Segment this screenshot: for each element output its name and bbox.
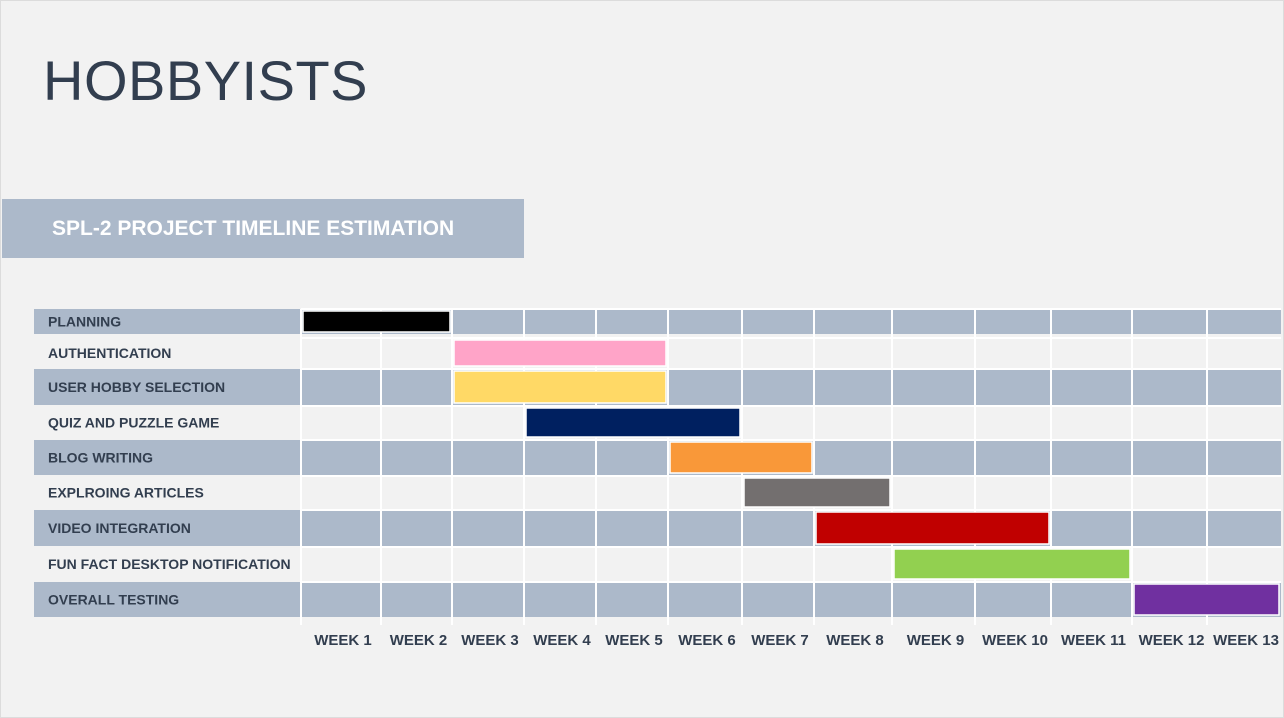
task-bar: [815, 511, 1050, 545]
task-label: FUN FACT DESKTOP NOTIFICATION: [48, 556, 291, 572]
task-label: BLOG WRITING: [48, 450, 153, 466]
week-label: WEEK 2: [390, 632, 448, 649]
week-label: WEEK 8: [826, 632, 884, 649]
week-label: WEEK 6: [678, 632, 736, 649]
week-label: WEEK 12: [1139, 632, 1205, 649]
task-bars: [302, 310, 1280, 616]
week-label: WEEK 7: [751, 632, 809, 649]
task-label: QUIZ AND PUZZLE GAME: [48, 415, 219, 431]
task-row: [34, 309, 1281, 334]
task-bar: [302, 310, 451, 333]
task-labels: PLANNING AUTHENTICATION USER HOBBY SELECTI…: [48, 314, 291, 608]
task-label: VIDEO INTEGRATION: [48, 520, 191, 536]
task-row: [34, 582, 1281, 617]
page-title: HOBBYISTS: [43, 49, 369, 112]
week-label: WEEK 5: [605, 632, 663, 649]
week-label: WEEK 10: [982, 632, 1048, 649]
task-bar: [743, 477, 891, 508]
task-label: PLANNING: [48, 314, 121, 330]
task-label: AUTHENTICATION: [48, 345, 171, 361]
task-bar: [525, 407, 741, 438]
week-label: WEEK 11: [1061, 632, 1126, 649]
week-label: WEEK 3: [461, 632, 519, 649]
week-label: WEEK 13: [1213, 632, 1279, 649]
week-label: WEEK 1: [314, 632, 372, 649]
week-label: WEEK 9: [907, 632, 965, 649]
subtitle-banner: SPL-2 PROJECT TIMELINE ESTIMATION: [2, 199, 524, 258]
task-bar: [893, 548, 1131, 580]
task-label: USER HOBBY SELECTION: [48, 379, 225, 395]
task-bar: [669, 441, 813, 474]
subtitle-text: SPL-2 PROJECT TIMELINE ESTIMATION: [52, 217, 455, 240]
task-bar: [453, 370, 667, 404]
task-label: OVERALL TESTING: [48, 592, 179, 608]
task-bar: [453, 339, 667, 367]
task-label: EXPLROING ARTICLES: [48, 485, 204, 501]
task-row: [34, 440, 1281, 475]
week-labels: WEEK 1 WEEK 2 WEEK 3 WEEK 4 WEEK 5 WEEK 6 WEEK…: [314, 632, 1279, 649]
week-label: WEEK 4: [533, 632, 591, 649]
task-bar: [1133, 583, 1280, 616]
task-row: [34, 510, 1281, 546]
task-row: [34, 476, 1281, 509]
